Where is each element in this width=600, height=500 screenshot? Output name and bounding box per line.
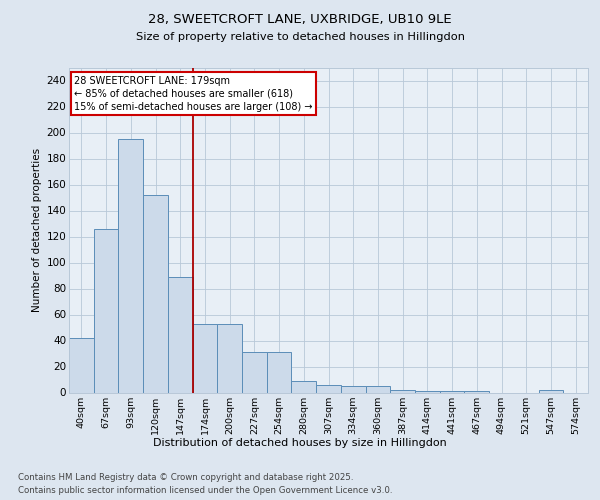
Bar bbox=[539, 390, 563, 392]
Bar bbox=[242, 352, 267, 393]
Bar bbox=[168, 277, 193, 392]
Text: Size of property relative to detached houses in Hillingdon: Size of property relative to detached ho… bbox=[136, 32, 464, 42]
Bar bbox=[267, 352, 292, 393]
Bar bbox=[193, 324, 217, 392]
Bar bbox=[292, 381, 316, 392]
Bar bbox=[316, 384, 341, 392]
Bar bbox=[464, 391, 489, 392]
Y-axis label: Number of detached properties: Number of detached properties bbox=[32, 148, 43, 312]
Bar bbox=[365, 386, 390, 392]
Bar bbox=[390, 390, 415, 392]
Bar bbox=[341, 386, 365, 392]
Bar bbox=[143, 195, 168, 392]
Bar bbox=[415, 391, 440, 392]
Text: 28, SWEETCROFT LANE, UXBRIDGE, UB10 9LE: 28, SWEETCROFT LANE, UXBRIDGE, UB10 9LE bbox=[148, 12, 452, 26]
Bar bbox=[217, 324, 242, 392]
Bar bbox=[69, 338, 94, 392]
Bar bbox=[94, 228, 118, 392]
Bar bbox=[440, 391, 464, 392]
Text: Contains HM Land Registry data © Crown copyright and database right 2025.: Contains HM Land Registry data © Crown c… bbox=[18, 472, 353, 482]
Bar bbox=[118, 139, 143, 392]
Text: 28 SWEETCROFT LANE: 179sqm
← 85% of detached houses are smaller (618)
15% of sem: 28 SWEETCROFT LANE: 179sqm ← 85% of deta… bbox=[74, 76, 313, 112]
Text: Distribution of detached houses by size in Hillingdon: Distribution of detached houses by size … bbox=[153, 438, 447, 448]
Text: Contains public sector information licensed under the Open Government Licence v3: Contains public sector information licen… bbox=[18, 486, 392, 495]
